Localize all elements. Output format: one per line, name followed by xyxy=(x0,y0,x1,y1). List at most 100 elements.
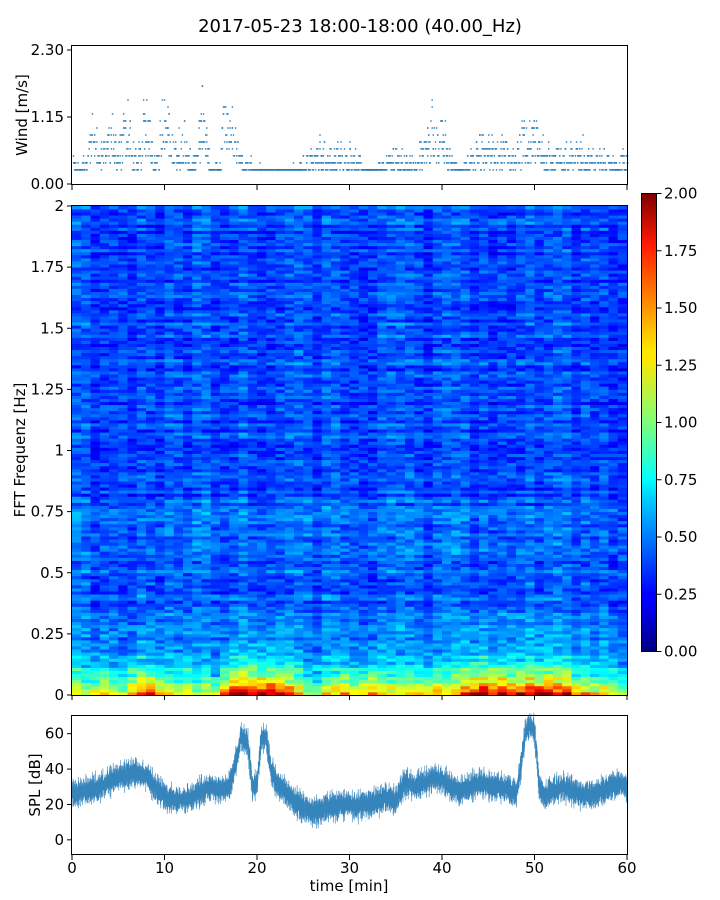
spectrogram-cell xyxy=(395,591,406,595)
spectrogram-cell xyxy=(414,646,424,650)
spectrogram-cell xyxy=(238,615,249,619)
wind-point xyxy=(139,148,141,150)
spectrogram-cell xyxy=(173,658,184,662)
spectrogram-cell xyxy=(210,536,221,540)
wind-point xyxy=(242,169,245,171)
spectrogram-cell xyxy=(599,575,609,580)
wind-point xyxy=(482,148,484,150)
spectrogram-cell xyxy=(284,523,295,528)
spectrogram-cell xyxy=(405,664,415,668)
spectrogram-cell xyxy=(238,603,249,607)
spectrogram-cell xyxy=(377,591,387,595)
spectrogram-cell xyxy=(99,591,110,595)
spectrogram-cell xyxy=(497,539,508,543)
wind-point xyxy=(134,155,136,157)
spectrogram-cell xyxy=(497,584,508,589)
wind-point xyxy=(495,148,498,150)
wind-point xyxy=(558,148,560,150)
spectrogram-cell xyxy=(451,679,461,684)
spectrogram-cell xyxy=(321,621,332,626)
wind-point xyxy=(427,127,429,129)
spectrogram-cell xyxy=(516,554,526,558)
spectrogram-cell xyxy=(220,569,230,574)
spectrogram-cell xyxy=(99,630,110,635)
wind-point xyxy=(217,169,219,171)
spectrogram-cell xyxy=(442,658,452,662)
spectrogram-cell xyxy=(109,682,119,687)
spectrogram-cell xyxy=(90,652,101,656)
spectrogram-cell xyxy=(192,636,202,641)
wind-point xyxy=(555,162,558,164)
wind-point xyxy=(250,155,252,157)
spectrogram-cell xyxy=(136,584,147,589)
spectrogram-cell xyxy=(617,545,628,549)
wind-point xyxy=(207,162,209,164)
wind-point xyxy=(383,169,386,171)
spectrogram-cell xyxy=(229,542,239,546)
spectrogram-cell xyxy=(201,609,212,613)
spectrogram-cell xyxy=(599,600,609,604)
spectrogram-cell xyxy=(617,615,628,619)
spectrogram-cell xyxy=(617,639,628,644)
wind-point xyxy=(455,169,458,171)
spectrogram-cell xyxy=(608,691,619,696)
spectrogram-cell xyxy=(432,646,443,650)
spectrogram-cell xyxy=(238,572,249,577)
spectrogram-cell xyxy=(99,603,110,607)
wind-point xyxy=(424,148,427,150)
spectrogram-cell xyxy=(414,624,424,629)
spectrogram-cell xyxy=(238,664,249,668)
spectrogram-cell xyxy=(312,630,323,635)
wind-point xyxy=(317,148,319,150)
spectrogram-cell xyxy=(414,670,424,675)
spectrogram-cell xyxy=(414,597,424,601)
spectrogram-cell xyxy=(220,655,230,659)
spectrogram-cell xyxy=(386,688,397,693)
spectrogram-cell xyxy=(414,649,424,653)
spectrogram-cell xyxy=(155,618,165,623)
wind-point xyxy=(329,148,331,150)
spectrogram-cell xyxy=(423,633,434,638)
spectrogram-cell xyxy=(266,536,276,540)
spectrogram-cell xyxy=(506,603,517,607)
spectrogram-cell xyxy=(99,560,110,564)
spectrogram-cell xyxy=(173,621,184,626)
spectrogram-cell xyxy=(72,563,82,568)
spectrogram-cell xyxy=(136,612,147,616)
spectrogram-cell xyxy=(183,536,193,540)
spectrogram-cell xyxy=(173,667,184,671)
spectrogram-cell xyxy=(155,588,165,592)
spectrogram-cell xyxy=(590,557,600,561)
spectrogram-cell xyxy=(127,621,138,626)
spectrogram-cell xyxy=(414,609,424,613)
spectrogram-cell xyxy=(590,667,600,671)
spectrogram-cell xyxy=(358,591,369,595)
spectrogram-cell xyxy=(543,633,554,638)
spectrogram-cell xyxy=(201,633,212,638)
spectrogram-cell xyxy=(368,603,378,607)
spectrogram-cell xyxy=(294,636,304,641)
wind-point xyxy=(120,134,123,136)
wind-point xyxy=(155,162,157,164)
spectrogram-cell xyxy=(395,649,406,653)
spectrogram-cell xyxy=(488,670,498,675)
spectrogram-cell xyxy=(127,630,138,635)
wind-point xyxy=(306,169,308,171)
spectrogram-cell xyxy=(608,621,619,626)
spectrogram-cell xyxy=(201,520,212,525)
spectrogram-cell xyxy=(506,618,517,623)
spectrogram-cell xyxy=(497,609,508,613)
spectrogram-cell xyxy=(247,578,258,583)
wind-point xyxy=(541,155,543,157)
spectrogram-cell xyxy=(395,578,406,583)
spectrogram-cell xyxy=(553,667,563,671)
spectrogram-cell xyxy=(90,523,101,528)
spectrogram-cell xyxy=(617,526,628,531)
spectrogram-cell xyxy=(173,523,184,528)
spectrogram-cell xyxy=(284,682,295,687)
spectrogram-cell xyxy=(580,566,591,571)
spectrogram-cell xyxy=(368,566,378,571)
spectrogram-cell xyxy=(210,597,221,601)
wind-point xyxy=(105,162,107,164)
spectrogram-cell xyxy=(562,591,572,595)
